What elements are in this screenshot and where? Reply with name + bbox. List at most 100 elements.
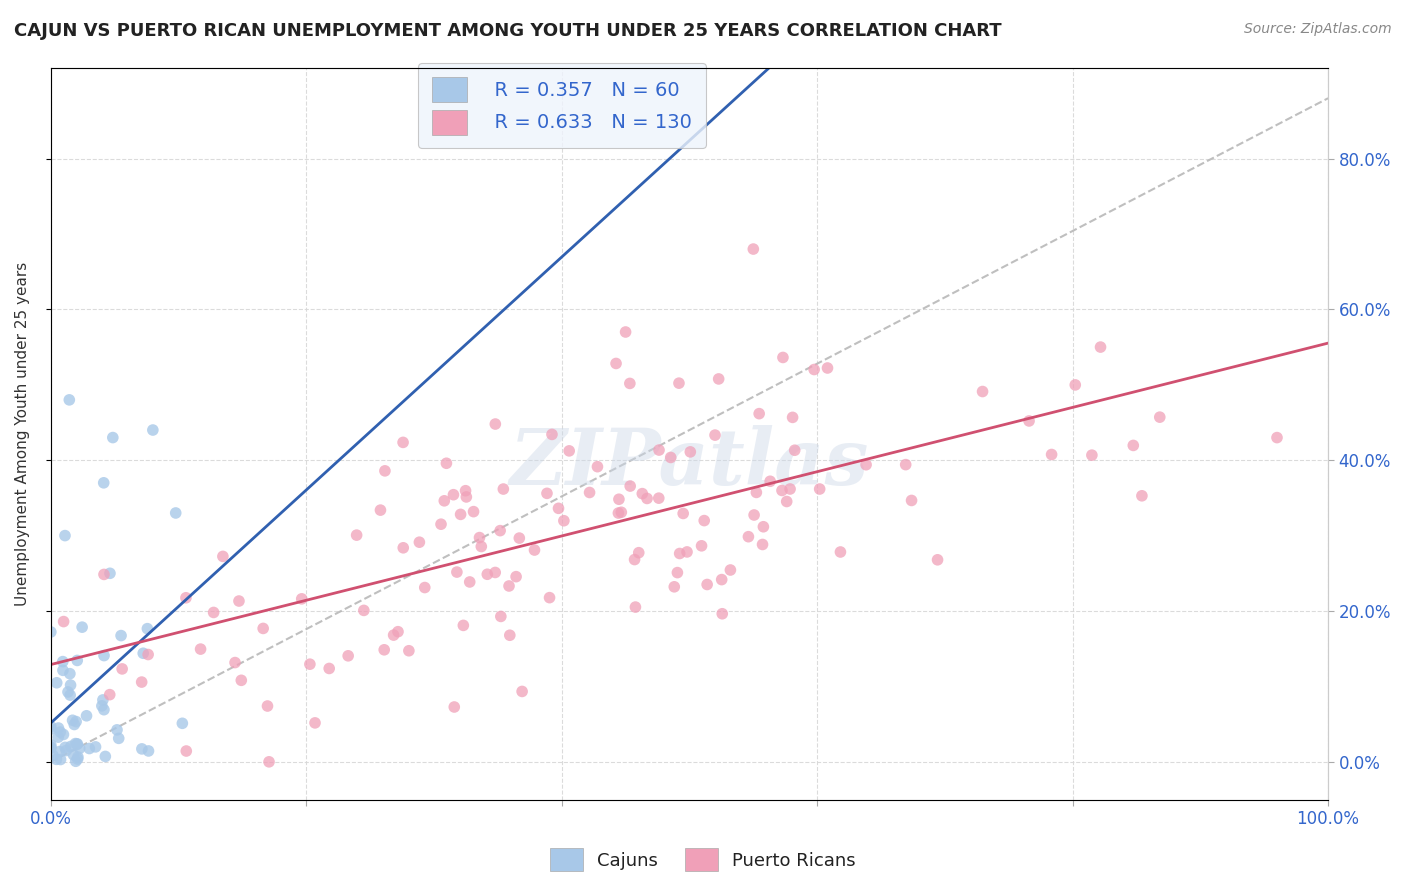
- Point: [748, 407, 770, 421]
- Point: [627, 546, 650, 560]
- Point: [174, 591, 197, 605]
- Point: [770, 483, 793, 498]
- Point: [346, 528, 368, 542]
- Point: [110, 629, 132, 643]
- Point: [39, 722, 62, 736]
- Point: [59, 678, 82, 692]
- Point: [454, 483, 477, 498]
- Point: [105, 723, 128, 737]
- Point: [65, 754, 87, 768]
- Point: [541, 427, 564, 442]
- Point: [136, 622, 159, 636]
- Text: CAJUN VS PUERTO RICAN UNEMPLOYMENT AMONG YOUTH UNDER 25 YEARS CORRELATION CHART: CAJUN VS PUERTO RICAN UNEMPLOYMENT AMONG…: [14, 22, 1001, 40]
- Point: [693, 514, 716, 528]
- Point: [66, 738, 89, 752]
- Point: [704, 428, 727, 442]
- Point: [256, 699, 278, 714]
- Point: [453, 618, 475, 632]
- Point: [468, 531, 491, 545]
- Point: [900, 493, 922, 508]
- Point: [742, 242, 765, 256]
- Point: [374, 464, 396, 478]
- Point: [136, 648, 159, 662]
- Point: [489, 524, 512, 538]
- Point: [894, 458, 917, 472]
- Point: [553, 514, 575, 528]
- Point: [84, 739, 107, 754]
- Point: [668, 376, 690, 391]
- Point: [607, 506, 630, 520]
- Point: [48, 745, 70, 759]
- Point: [49, 725, 72, 739]
- Point: [1081, 448, 1104, 462]
- Point: [70, 620, 93, 634]
- Point: [463, 505, 485, 519]
- Point: [718, 563, 741, 577]
- Point: [830, 545, 852, 559]
- Point: [62, 713, 84, 727]
- Point: [370, 503, 392, 517]
- Point: [782, 410, 804, 425]
- Point: [111, 662, 134, 676]
- Point: [679, 445, 702, 459]
- Point: [298, 657, 321, 672]
- Point: [605, 356, 627, 370]
- Point: [98, 688, 121, 702]
- Point: [52, 615, 75, 629]
- Point: [710, 573, 733, 587]
- Point: [538, 591, 561, 605]
- Point: [39, 738, 62, 752]
- Point: [165, 506, 187, 520]
- Point: [484, 417, 506, 431]
- Point: [631, 486, 654, 500]
- Point: [45, 675, 67, 690]
- Point: [711, 607, 734, 621]
- Point: [52, 663, 75, 677]
- Point: [79, 741, 101, 756]
- Point: [337, 648, 360, 663]
- Legend: Cajuns, Puerto Ricans: Cajuns, Puerto Ricans: [543, 841, 863, 879]
- Point: [59, 739, 82, 754]
- Point: [392, 541, 415, 555]
- Point: [443, 488, 465, 502]
- Point: [224, 656, 246, 670]
- Point: [373, 642, 395, 657]
- Point: [93, 475, 115, 490]
- Point: [62, 747, 84, 762]
- Point: [783, 443, 806, 458]
- Point: [610, 505, 633, 519]
- Point: [450, 508, 472, 522]
- Point: [1122, 438, 1144, 452]
- Point: [433, 493, 456, 508]
- Point: [558, 443, 581, 458]
- Point: [101, 431, 124, 445]
- Point: [63, 717, 86, 731]
- Point: [737, 530, 759, 544]
- Point: [131, 675, 153, 690]
- Point: [58, 392, 80, 407]
- Point: [477, 567, 499, 582]
- Point: [408, 535, 430, 549]
- Point: [59, 688, 82, 702]
- Point: [636, 491, 658, 506]
- Point: [398, 644, 420, 658]
- Point: [803, 362, 825, 376]
- Point: [107, 731, 129, 746]
- Text: ZIPatlas: ZIPatlas: [510, 425, 869, 501]
- Point: [45, 752, 67, 766]
- Point: [231, 673, 253, 688]
- Legend:   R = 0.357   N = 60,   R = 0.633   N = 130: R = 0.357 N = 60, R = 0.633 N = 130: [418, 63, 706, 148]
- Point: [664, 580, 686, 594]
- Point: [392, 435, 415, 450]
- Point: [648, 491, 671, 505]
- Point: [93, 648, 115, 663]
- Point: [776, 494, 799, 508]
- Point: [131, 742, 153, 756]
- Point: [94, 749, 117, 764]
- Point: [318, 661, 340, 675]
- Point: [49, 752, 72, 766]
- Point: [619, 479, 641, 493]
- Point: [1064, 377, 1087, 392]
- Point: [927, 553, 949, 567]
- Point: [142, 423, 165, 437]
